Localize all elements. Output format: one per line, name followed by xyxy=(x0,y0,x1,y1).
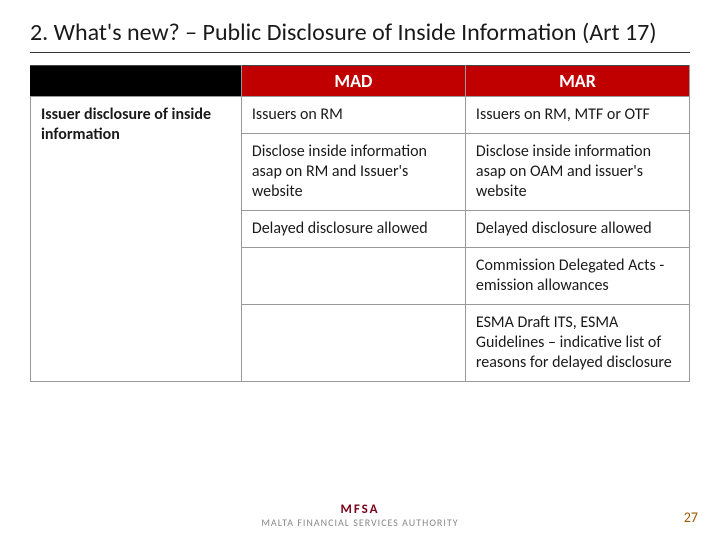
cell-mar-4: Commission Delegated Acts - emission all… xyxy=(465,248,689,305)
cell-mar-2: Disclose inside information asap on OAM … xyxy=(465,134,689,211)
cell-mad-1: Issuers on RM xyxy=(241,97,465,134)
cell-mad-4 xyxy=(241,248,465,305)
table-row: Issuer disclosure of inside information … xyxy=(31,97,690,134)
page-number: 27 xyxy=(684,509,698,526)
slide: 2. What's new? – Public Disclosure of In… xyxy=(0,0,720,540)
comparison-table: MAD MAR Issuer disclosure of inside info… xyxy=(30,65,690,382)
footer-logo: MFSA MALTA FINANCIAL SERVICES AUTHORITY xyxy=(261,503,458,528)
table-header-row: MAD MAR xyxy=(31,66,690,97)
row-label: Issuer disclosure of inside information xyxy=(31,97,242,382)
cell-mar-3: Delayed disclosure allowed xyxy=(465,211,689,248)
header-mad: MAD xyxy=(241,66,465,97)
footer-logo-bottom: MALTA FINANCIAL SERVICES AUTHORITY xyxy=(261,517,458,528)
header-mar: MAR xyxy=(465,66,689,97)
header-blank xyxy=(31,66,242,97)
cell-mad-5 xyxy=(241,305,465,382)
slide-title: 2. What's new? – Public Disclosure of In… xyxy=(30,18,690,53)
cell-mad-2: Disclose inside information asap on RM a… xyxy=(241,134,465,211)
cell-mar-5: ESMA Draft ITS, ESMA Guidelines – indica… xyxy=(465,305,689,382)
cell-mar-1: Issuers on RM, MTF or OTF xyxy=(465,97,689,134)
cell-mad-3: Delayed disclosure allowed xyxy=(241,211,465,248)
footer-logo-top: MFSA xyxy=(261,503,458,517)
